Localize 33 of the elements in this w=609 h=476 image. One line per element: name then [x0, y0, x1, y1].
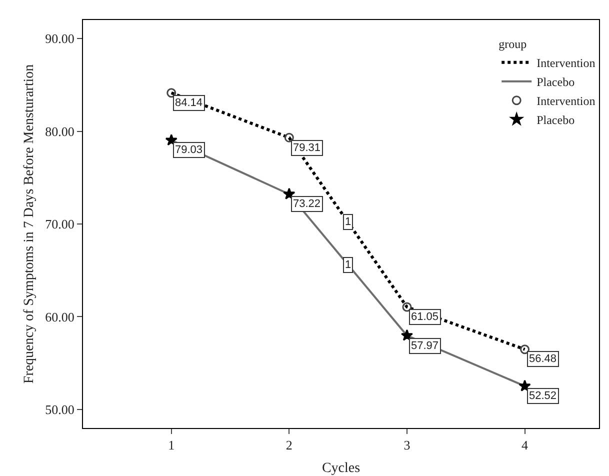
point	[402, 302, 412, 312]
x-tick-label: 4	[522, 438, 529, 453]
data-label: 61.05	[411, 311, 439, 323]
legend-label: Intervention	[536, 94, 596, 108]
y-tick-label: 80.00	[45, 124, 74, 139]
point	[400, 329, 414, 341]
y-axis-title: Frequency of Symptoms in 7 Days Before Mensturartion	[22, 64, 37, 384]
y-tick-label: 60.00	[45, 309, 74, 324]
y-tick-label: 50.00	[45, 402, 74, 417]
point	[520, 344, 530, 354]
legend-label: Placebo	[536, 75, 575, 90]
data-label: 79.31	[293, 142, 321, 154]
legend-label: Placebo	[536, 113, 575, 128]
annotation: 1	[345, 216, 352, 228]
y-tick-label: 70.00	[45, 216, 74, 232]
y-tick-label: 90.00	[45, 31, 74, 46]
x-tick-label: 2	[286, 438, 292, 453]
data-label: 52.52	[529, 390, 557, 402]
point	[284, 132, 294, 142]
data-label: 73.22	[293, 198, 321, 210]
data-label: 79.03	[175, 144, 203, 156]
data-label: 57.97	[411, 340, 439, 352]
data-label: 84.14	[175, 97, 203, 109]
x-axis-title: Cycles	[322, 460, 360, 476]
point	[166, 88, 176, 98]
legend-title: group	[498, 36, 527, 51]
point	[283, 188, 296, 200]
point	[518, 380, 531, 392]
legend-label: Intervention	[536, 56, 596, 70]
annotation: 1	[345, 259, 352, 271]
x-tick-label: 3	[404, 438, 410, 453]
data-label: 56.48	[529, 353, 557, 365]
x-tick-label: 1	[168, 438, 175, 453]
